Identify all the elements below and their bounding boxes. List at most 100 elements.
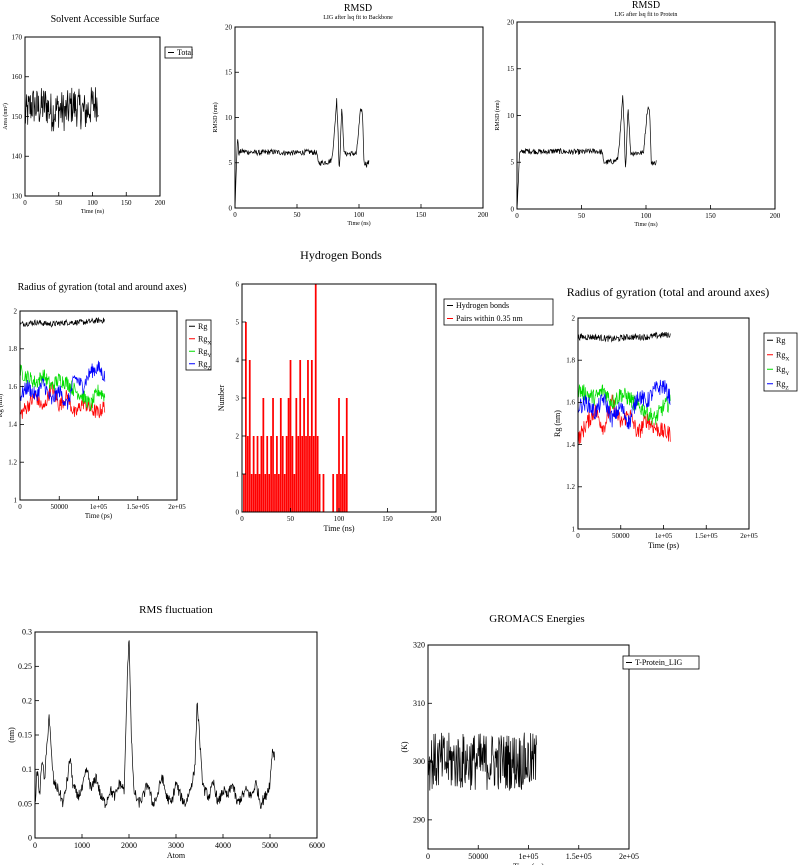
x-tick-label: 50 [55, 199, 63, 207]
bar [332, 474, 335, 512]
bar [276, 436, 278, 512]
y-tick-label: 1.8 [566, 357, 575, 365]
x-tick-label: 100 [641, 212, 652, 220]
series-line [578, 384, 671, 425]
x-tick-label: 50 [287, 515, 295, 523]
plot-frame [234, 26, 484, 209]
bar [289, 360, 292, 512]
x-axis-label: Time (ps) [513, 862, 544, 865]
x-tick-label: 2000 [121, 841, 137, 850]
plot-frame [24, 36, 161, 197]
y-tick-label: 320 [413, 641, 425, 650]
bar [252, 436, 255, 512]
bar [254, 474, 257, 512]
x-tick-label: 0 [240, 515, 244, 523]
bar [270, 436, 272, 512]
legend-box [443, 298, 554, 326]
x-tick-label: 50000 [51, 503, 69, 511]
bar [264, 474, 267, 512]
legend-label: Rg [198, 322, 207, 331]
x-tick-label: 0 [233, 211, 237, 219]
x-tick-label: 5000 [262, 841, 278, 850]
y-axis-label: Number [217, 385, 226, 412]
plot-area [517, 95, 657, 209]
x-tick-label: 2e+05 [740, 532, 758, 540]
legend: Total [164, 46, 194, 59]
x-tick-label: 50 [294, 211, 302, 219]
legend-box [622, 655, 700, 670]
y-tick-label: 170 [12, 33, 23, 41]
y-tick-label: 1.6 [566, 399, 575, 407]
y-tick-label: 0.05 [18, 799, 32, 808]
chart-title: Hydrogen Bonds [300, 248, 382, 262]
plot-frame [577, 317, 750, 530]
y-tick-label: 160 [12, 73, 23, 81]
bar [338, 398, 340, 512]
series-line [235, 98, 370, 208]
bar [340, 474, 342, 512]
y-tick-label: 1.6 [8, 383, 17, 391]
y-tick-label: 3 [236, 394, 240, 402]
bar [243, 474, 245, 512]
y-tick-label: 0 [229, 204, 233, 212]
x-axis-label: Time (ns) [81, 208, 104, 215]
bar [250, 474, 253, 512]
y-tick-label: 310 [413, 699, 425, 708]
bar [305, 436, 307, 512]
x-tick-label: 1.5e+05 [126, 503, 149, 511]
legend-label: Total [177, 48, 194, 57]
x-tick-label: 1e+05 [90, 503, 108, 511]
x-tick-label: 100 [334, 515, 345, 523]
x-tick-label: 1.5e+05 [566, 852, 592, 861]
x-axis-label: Time (ns) [347, 220, 370, 227]
x-tick-label: 0 [23, 199, 27, 207]
bar [316, 436, 319, 512]
y-tick-label: 20 [507, 18, 515, 26]
bar [272, 398, 274, 512]
x-tick-label: 0 [426, 852, 430, 861]
bar [322, 474, 325, 512]
bar [258, 474, 261, 512]
y-tick-label: 10 [225, 114, 233, 122]
x-tick-label: 0 [576, 532, 580, 540]
y-tick-label: 15 [225, 69, 233, 77]
y-axis-label: (nm) [7, 727, 16, 743]
y-tick-label: 5 [236, 318, 240, 326]
x-tick-label: 2e+05 [619, 852, 639, 861]
chart-energies: GROMACS Energies 0 50000 1e+05 1.5e+05 2e+05 2… [400, 613, 700, 865]
x-axis-label: Time (ns) [323, 524, 354, 533]
x-tick-label: 1e+05 [655, 532, 673, 540]
legend-box [185, 319, 212, 371]
y-tick-label: 2 [572, 314, 576, 322]
series-line [35, 640, 276, 809]
chart-sasa: Solvent Accessible Surface 0 50 100 150 200 13… [2, 14, 194, 215]
bar [299, 360, 302, 512]
series-line [20, 364, 106, 411]
y-axis-label: Rg (nm) [553, 410, 562, 437]
bar [245, 322, 247, 512]
bar [293, 474, 296, 512]
x-tick-label: 150 [416, 211, 427, 219]
x-tick-label: 50000 [468, 852, 488, 861]
y-tick-label: 130 [12, 192, 23, 200]
y-axis-label: Area (nm²) [2, 103, 9, 130]
bar [291, 436, 294, 512]
bar [307, 360, 309, 512]
x-tick-label: 0 [18, 503, 22, 511]
plot-frame [516, 21, 776, 210]
series-line [20, 316, 106, 328]
plot-area [428, 732, 537, 791]
chart-rg-left: Radius of gyration (total and around axe… [0, 282, 212, 520]
chart-subtitle: LIG after lsq fit to Backbone [323, 14, 393, 21]
y-tick-label: 0.3 [22, 628, 32, 637]
y-tick-label: 1.4 [8, 421, 17, 429]
y-tick-label: 0.15 [18, 731, 32, 740]
x-tick-label: 200 [478, 211, 489, 219]
bar [310, 360, 313, 512]
bar [246, 436, 249, 512]
bar [295, 398, 298, 512]
y-tick-label: 0.25 [18, 662, 32, 671]
